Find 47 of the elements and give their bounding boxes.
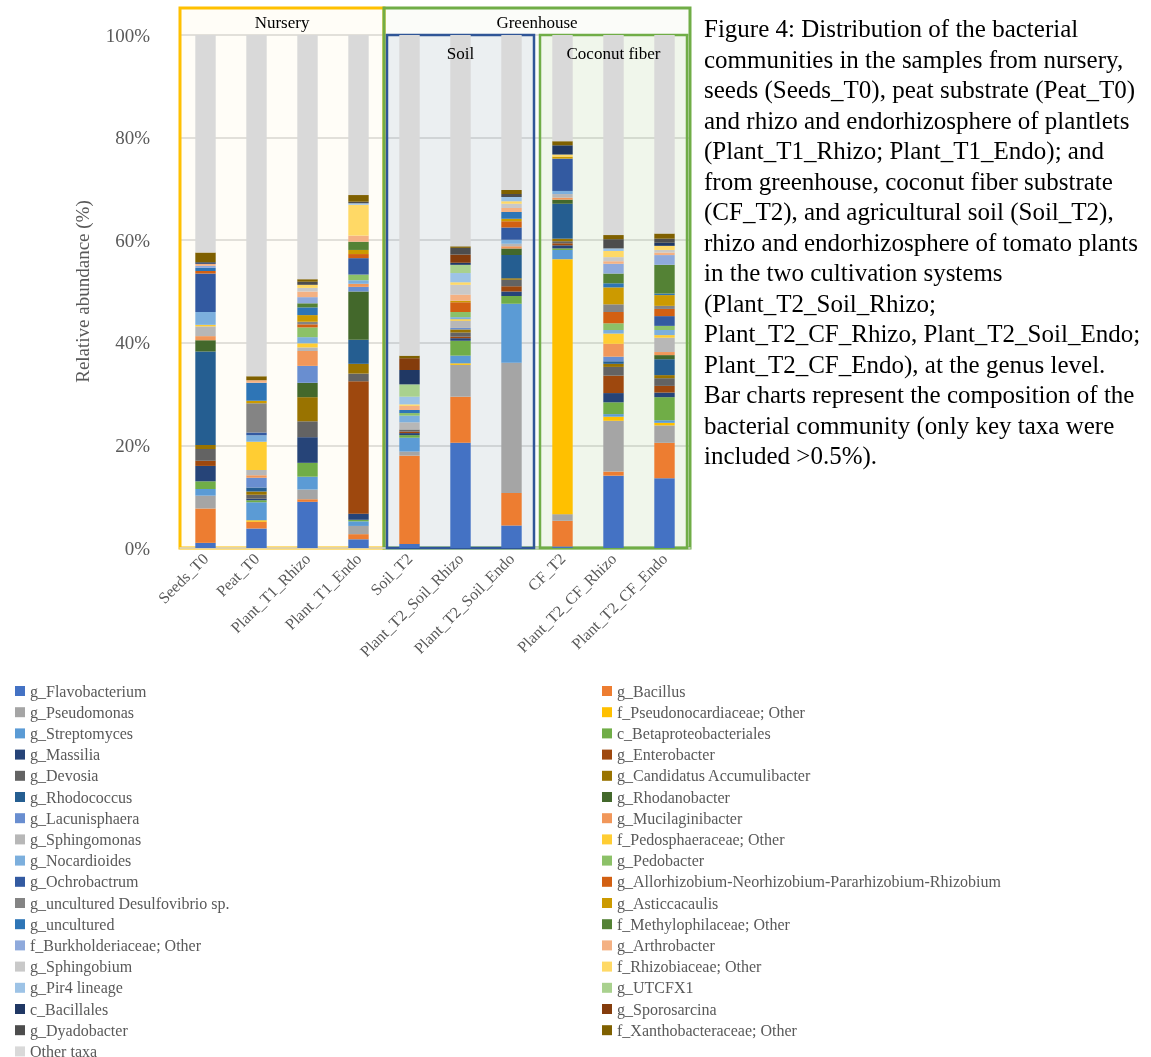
y-tick-label: 20% <box>115 434 151 456</box>
legend-label: g_Enterobacter <box>617 746 716 765</box>
legend-label: g_Nocardioides <box>30 852 132 871</box>
legend-label: g_Rhodococcus <box>30 788 133 807</box>
legend-label: g_Streptomyces <box>30 724 134 743</box>
legend-label: g_Ochrobactrum <box>30 873 139 892</box>
legend-label: c_Betaproteobacteriales <box>617 724 771 743</box>
legend-label: g_Asticcacaulis <box>617 894 719 913</box>
legend-label: f_Methylophilaceae; Other <box>617 915 791 934</box>
y-tick-label: 80% <box>115 127 151 149</box>
legend-label: g_Arthrobacter <box>617 936 716 955</box>
legend-label: g_Flavobacterium <box>30 682 147 701</box>
legend-label: g_Sphingomonas <box>30 830 142 849</box>
y-tick-label: 40% <box>115 332 151 354</box>
legend-label: g_UTCFX1 <box>617 979 694 998</box>
legend-label: g_uncultured <box>30 915 115 934</box>
y-tick-label: 0% <box>124 537 151 559</box>
legend-label: f_Rhizobiaceae; Other <box>617 958 763 976</box>
legend-label: c_Bacillales <box>30 1000 109 1018</box>
y-axis-title: Relative abundance (%) <box>72 200 94 383</box>
legend-label: g_Pir4 lineage <box>30 979 123 998</box>
band-label: Greenhouse <box>496 12 578 32</box>
legend-label: Other taxa <box>30 1042 98 1057</box>
band-label: Coconut fiber <box>566 43 661 63</box>
legend-label: g_Devosia <box>30 767 99 786</box>
legend-label: g_Pseudomonas <box>30 703 134 722</box>
legend-label: f_Pedosphaeraceae; Other <box>617 830 786 849</box>
legend-label: g_Sporosarcina <box>617 1000 717 1019</box>
legend-label: f_Xanthobacteraceae; Other <box>617 1021 798 1039</box>
y-tick-label: 100% <box>105 24 151 46</box>
band-label: Nursery <box>254 12 310 32</box>
legend-label: g_Dyadobacter <box>30 1021 129 1040</box>
legend-label: g_Rhodanobacter <box>617 788 731 807</box>
band-label: Soil <box>446 43 475 63</box>
legend-label: g_Candidatus Accumulibacter <box>617 767 811 786</box>
legend-label: f_Burkholderiaceae; Other <box>30 936 202 954</box>
legend-label: g_Massilia <box>30 746 101 765</box>
legend-label: g_Lacunisphaera <box>30 809 140 828</box>
legend-label: g_Sphingobium <box>30 958 133 977</box>
legend-label: g_Allorhizobium-Neorhizobium-Pararhizobium-Rhizobium <box>617 873 1002 892</box>
legend-label: g_Bacillus <box>617 682 686 701</box>
text: Figure 4: Distribution of the bacterial communities in the samples from nursery, seeds (Seeds_T0), peat substrate (Peat_T0) and rhizo and endorhizosphere of plantlets (Plant_T1_Rhizo; Plant_T1_Endo); and from greenhouse, coconut fiber substrate (CF_T2), and agricultural soil (Soil_T2), rhizo and endorhizosphere of tomato plants in the two cultivation systems (Plant_T2_Soil_Rhizo; Plant_T2_CF_Rhizo, Plant_T2_Soil_Endo; Plant_T2_CF_Endo), at the genus level. Bar charts represent the composition of the bacterial community (only key taxa were included >0.5%). <box>704 15 1141 469</box>
legend-label: g_Pedobacter <box>617 852 705 871</box>
legend-label: g_uncultured Desulfovibrio sp. <box>30 894 230 913</box>
legend-label: f_Pseudonocardiaceae; Other <box>617 703 806 721</box>
legend-label: g_Mucilaginibacter <box>617 809 743 828</box>
y-tick-label: 60% <box>115 229 151 251</box>
